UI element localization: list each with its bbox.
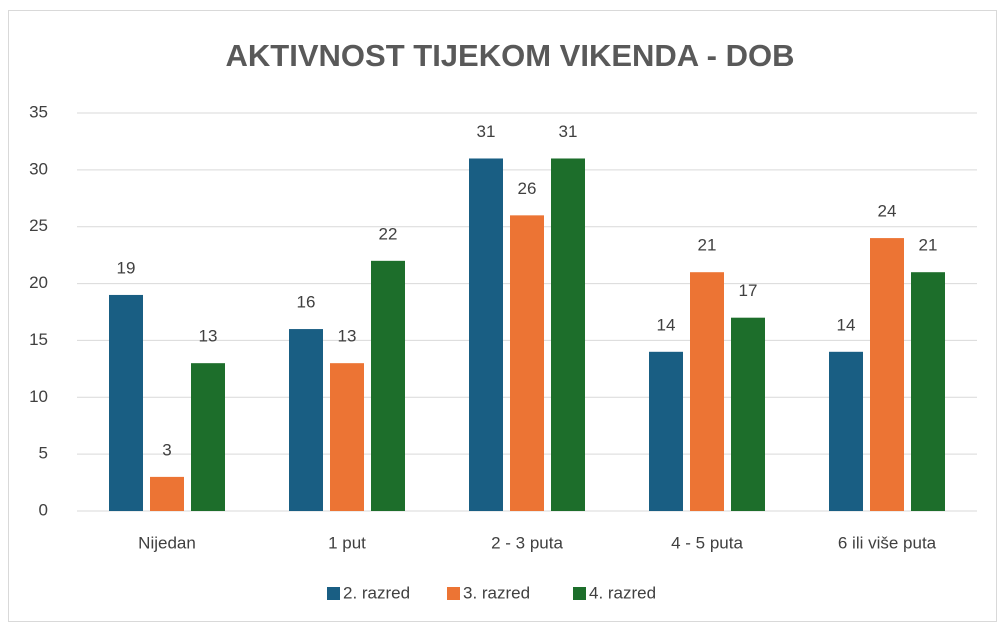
data-label: 22 (379, 224, 398, 243)
bar (330, 363, 364, 511)
bar (510, 215, 544, 512)
bar (371, 260, 405, 511)
y-tick-label: 5 (39, 444, 48, 463)
data-label: 31 (559, 122, 578, 141)
data-label: 31 (477, 122, 496, 141)
data-label: 19 (117, 258, 136, 277)
x-tick-label: 4 - 5 puta (671, 533, 743, 552)
y-tick-label: 15 (29, 330, 48, 349)
data-label: 26 (518, 179, 537, 198)
data-label: 13 (338, 327, 357, 346)
data-label: 21 (919, 236, 938, 255)
data-label: 13 (199, 327, 218, 346)
bar (289, 329, 323, 511)
bar (150, 476, 184, 511)
y-tick-label: 35 (29, 102, 48, 121)
data-label: 24 (878, 202, 897, 221)
legend-swatch (447, 587, 460, 600)
bar (109, 294, 143, 511)
bar (690, 272, 724, 511)
x-tick-label: 1 put (328, 533, 366, 552)
legend-swatch (573, 587, 586, 600)
data-label: 16 (297, 293, 316, 312)
chart-title: AKTIVNOST TIJEKOM VIKENDA - DOB (226, 38, 795, 73)
legend-label: 2. razred (343, 583, 410, 602)
x-tick-label: 6 ili više puta (838, 533, 937, 552)
y-tick-label: 20 (29, 273, 48, 292)
x-tick-label: 2 - 3 puta (491, 533, 563, 552)
bar (551, 158, 585, 511)
bar (649, 351, 683, 511)
y-tick-label: 10 (29, 387, 48, 406)
bar (469, 158, 503, 511)
bar (911, 272, 945, 511)
y-tick-label: 25 (29, 216, 48, 235)
y-tick-label: 30 (29, 159, 48, 178)
data-label: 14 (657, 315, 676, 334)
bar (870, 238, 904, 512)
bar (731, 317, 765, 511)
data-label: 21 (698, 236, 717, 255)
data-label: 17 (739, 281, 758, 300)
x-tick-label: Nijedan (138, 533, 196, 552)
data-label: 3 (162, 440, 171, 459)
y-tick-label: 0 (39, 500, 48, 519)
legend-label: 4. razred (589, 583, 656, 602)
bar (191, 363, 225, 511)
legend-swatch (327, 587, 340, 600)
data-label: 14 (837, 315, 856, 334)
bar (829, 351, 863, 511)
legend-label: 3. razred (463, 583, 530, 602)
